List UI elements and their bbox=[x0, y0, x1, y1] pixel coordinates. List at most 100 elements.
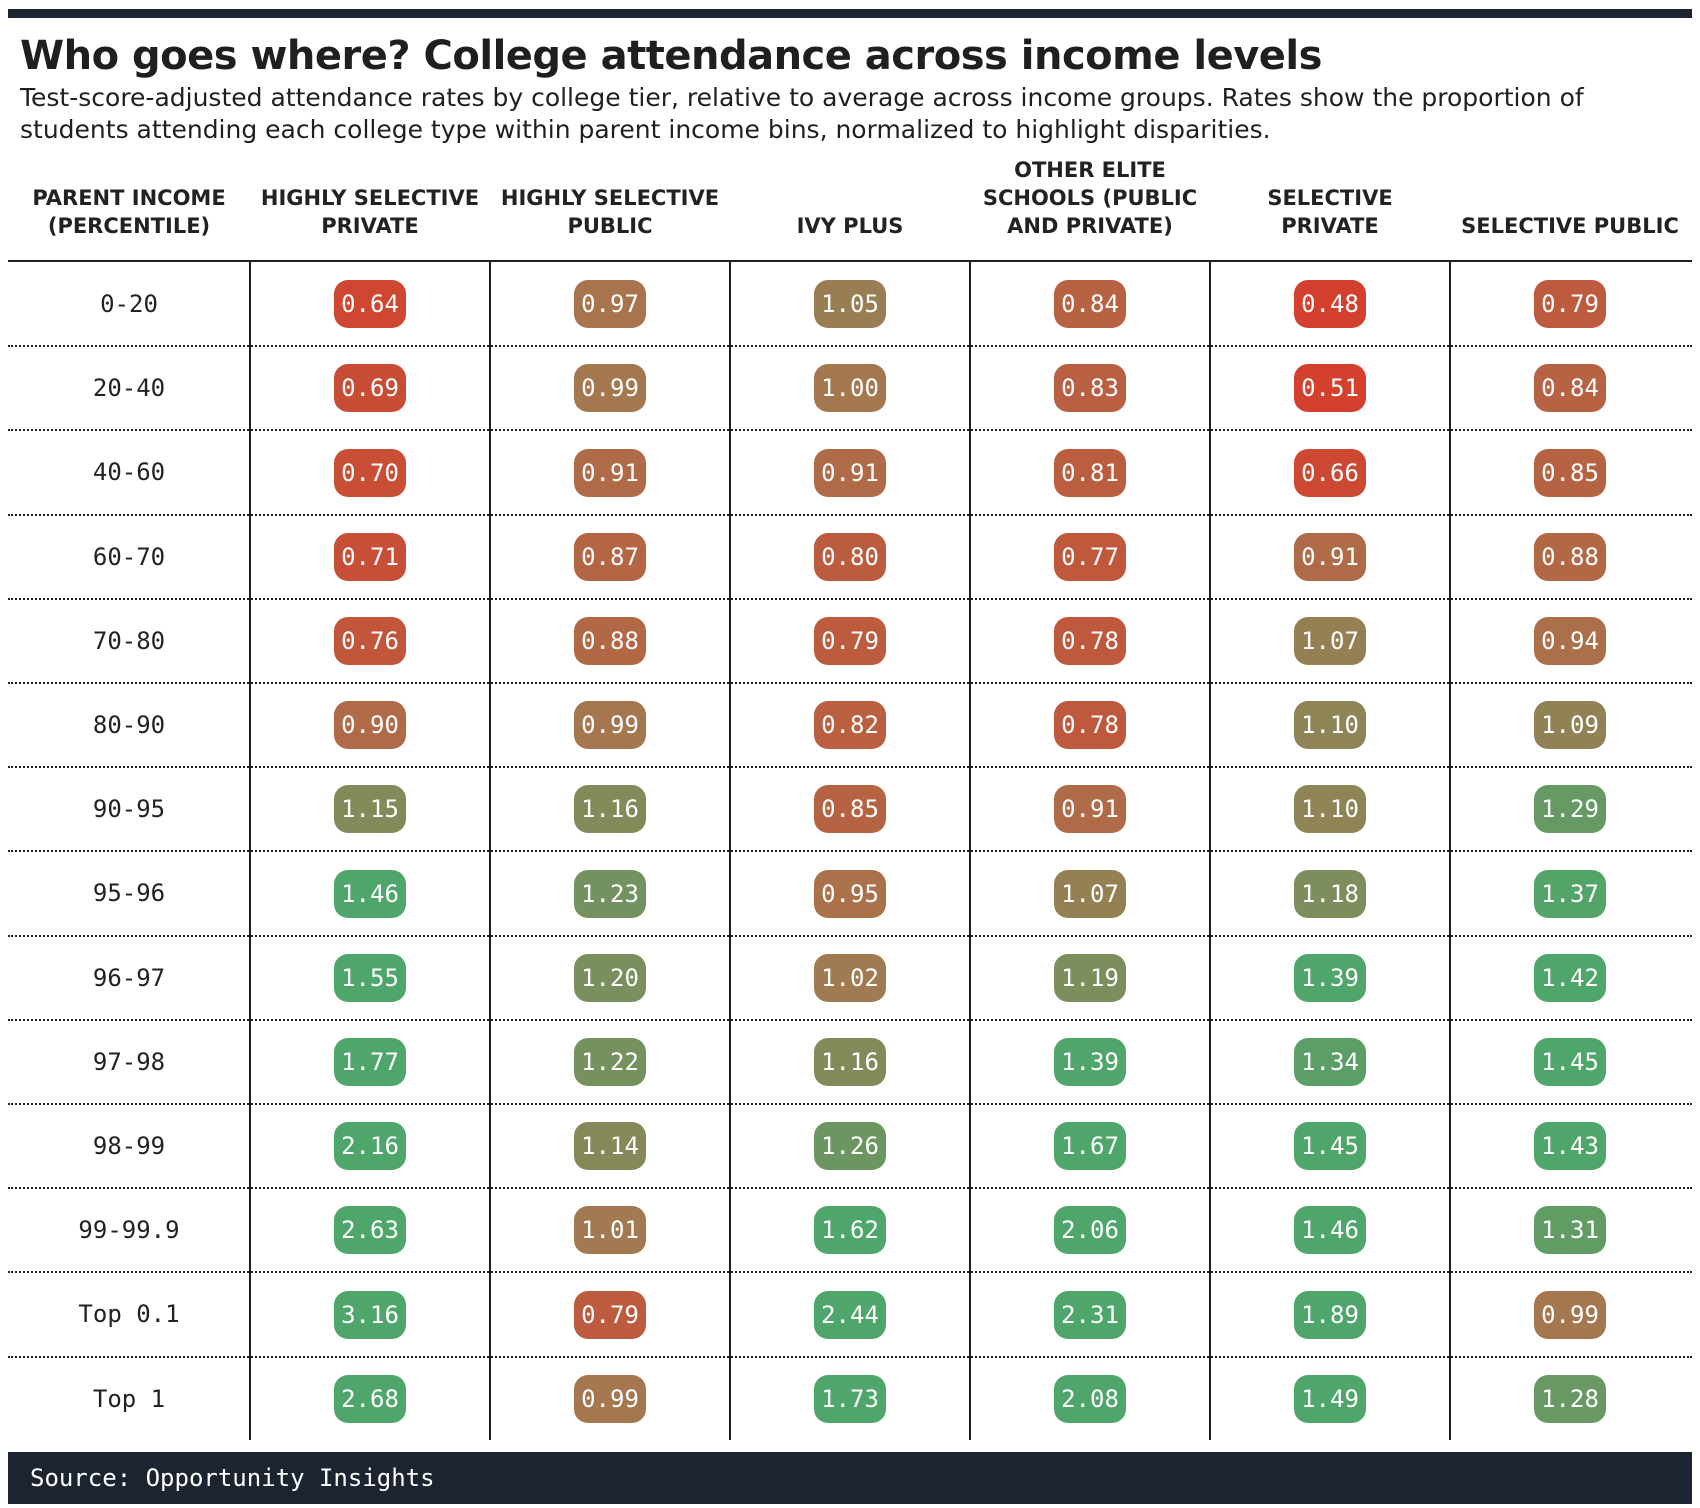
value-pill: 1.46 bbox=[334, 869, 406, 918]
income-label: 80-90 bbox=[92, 711, 166, 739]
row-divider bbox=[8, 429, 1692, 432]
value-pill: 1.01 bbox=[574, 1206, 646, 1255]
column-header-parent-income: PARENT INCOME (PERCENTILE) bbox=[32, 186, 226, 238]
value-pill: 1.55 bbox=[334, 953, 406, 1002]
value-pill: 0.85 bbox=[1534, 448, 1606, 497]
value-pill: 0.88 bbox=[1534, 532, 1606, 581]
income-label: 97-98 bbox=[92, 1047, 166, 1076]
value-pill: 1.62 bbox=[814, 1206, 886, 1255]
value-pill: 1.73 bbox=[814, 1374, 886, 1423]
value-pill: 0.81 bbox=[1054, 448, 1126, 497]
value-pill: 0.87 bbox=[574, 532, 646, 581]
income-label: 0-20 bbox=[100, 290, 158, 318]
chart-subtitle: Test-score-adjusted attendance rates by … bbox=[20, 83, 1584, 144]
value-pill: 2.08 bbox=[1054, 1374, 1126, 1423]
source-footer: Source: Opportunity Insights bbox=[8, 1452, 1692, 1504]
value-pill: 0.95 bbox=[814, 869, 886, 918]
row-divider bbox=[8, 934, 1692, 937]
value-pill: 0.48 bbox=[1294, 280, 1366, 329]
value-pill: 1.49 bbox=[1294, 1374, 1366, 1423]
value-pill: 0.84 bbox=[1054, 280, 1126, 329]
value-pill: 1.43 bbox=[1534, 1122, 1606, 1171]
value-pill: 1.10 bbox=[1294, 785, 1366, 834]
income-label: 70-80 bbox=[92, 626, 166, 655]
value-pill: 0.78 bbox=[1054, 616, 1126, 665]
value-pill: 0.66 bbox=[1294, 448, 1366, 497]
value-pill: 0.76 bbox=[334, 616, 406, 665]
value-pill: 0.79 bbox=[574, 1290, 646, 1339]
column-header-selective-private: SELECTIVE PRIVATE bbox=[1267, 186, 1393, 238]
value-pill: 1.07 bbox=[1294, 616, 1366, 665]
value-pill: 1.77 bbox=[334, 1037, 406, 1086]
value-pill: 2.44 bbox=[814, 1290, 886, 1339]
value-pill: 1.89 bbox=[1294, 1290, 1366, 1339]
row-divider bbox=[8, 1103, 1692, 1105]
value-pill: 0.91 bbox=[1054, 785, 1126, 834]
value-pill: 0.91 bbox=[574, 448, 646, 497]
value-pill: 0.79 bbox=[814, 616, 886, 665]
value-pill: 0.99 bbox=[574, 364, 646, 413]
column-header-selective-public: SELECTIVE PUBLIC bbox=[1461, 214, 1679, 238]
value-pill: 1.07 bbox=[1054, 869, 1126, 918]
value-pill: 2.68 bbox=[334, 1374, 406, 1423]
value-pill: 0.71 bbox=[334, 532, 406, 581]
value-pill: 0.51 bbox=[1294, 364, 1366, 413]
income-label: Top 1 bbox=[92, 1384, 166, 1413]
value-pill: 0.82 bbox=[814, 701, 886, 750]
income-label: 90-95 bbox=[92, 795, 166, 824]
value-pill: 0.77 bbox=[1054, 532, 1126, 581]
column-header-ivy-plus: IVY PLUS bbox=[796, 214, 904, 238]
row-divider bbox=[8, 766, 1692, 769]
value-pill: 1.37 bbox=[1534, 869, 1606, 918]
value-pill: 3.16 bbox=[334, 1290, 406, 1339]
value-pill: 0.85 bbox=[814, 785, 886, 834]
value-pill: 1.34 bbox=[1294, 1037, 1366, 1086]
income-label: 98-99 bbox=[92, 1132, 166, 1160]
value-pill: 1.19 bbox=[1054, 953, 1126, 1002]
value-pill: 2.31 bbox=[1054, 1290, 1126, 1339]
value-pill: 0.70 bbox=[334, 448, 406, 497]
income-label: 60-70 bbox=[92, 542, 166, 571]
row-divider bbox=[8, 513, 1692, 516]
value-pill: 1.16 bbox=[574, 785, 646, 834]
value-pill: 1.67 bbox=[1054, 1122, 1126, 1171]
value-pill: 1.28 bbox=[1534, 1374, 1606, 1423]
value-pill: 0.91 bbox=[1294, 532, 1366, 581]
column-header-highly-selective-public: HIGHLY SELECTIVE PUBLIC bbox=[500, 186, 720, 238]
value-pill: 0.69 bbox=[334, 364, 406, 413]
column-header-other-elite-schools-public-and-private: OTHER ELITE SCHOOLS (PUBLIC AND PRIVATE) bbox=[982, 158, 1198, 238]
value-pill: 1.22 bbox=[574, 1037, 646, 1086]
value-pill: 1.42 bbox=[1534, 953, 1606, 1002]
income-label: 99-99.9 bbox=[78, 1216, 180, 1245]
chart-title: Who goes where? College attendance acros… bbox=[20, 33, 1322, 79]
value-pill: 1.16 bbox=[814, 1037, 886, 1086]
value-pill: 0.99 bbox=[1534, 1290, 1606, 1339]
row-divider bbox=[8, 1271, 1692, 1274]
income-label: 40-60 bbox=[92, 458, 166, 487]
header-rule bbox=[8, 260, 1692, 262]
value-pill: 2.06 bbox=[1054, 1206, 1126, 1255]
income-label: 96-97 bbox=[92, 963, 166, 992]
value-pill: 1.02 bbox=[814, 953, 886, 1002]
value-pill: 1.18 bbox=[1294, 869, 1366, 918]
value-pill: 0.64 bbox=[334, 280, 406, 329]
value-pill: 0.80 bbox=[814, 532, 886, 581]
value-pill: 1.23 bbox=[574, 869, 646, 918]
value-pill: 1.14 bbox=[574, 1122, 646, 1171]
value-pill: 0.78 bbox=[1054, 701, 1126, 750]
row-divider bbox=[8, 1355, 1692, 1358]
value-pill: 1.45 bbox=[1534, 1037, 1606, 1086]
value-pill: 1.15 bbox=[334, 785, 406, 834]
value-pill: 1.00 bbox=[814, 364, 886, 413]
value-pill: 1.39 bbox=[1294, 953, 1366, 1002]
value-pill: 0.94 bbox=[1534, 616, 1606, 665]
source-label: Source: Opportunity Insights bbox=[30, 1464, 435, 1492]
income-label: Top 0.1 bbox=[78, 1300, 180, 1329]
value-pill: 1.46 bbox=[1294, 1206, 1366, 1255]
top-accent-bar bbox=[8, 9, 1692, 18]
value-pill: 0.91 bbox=[814, 448, 886, 497]
row-divider bbox=[8, 1018, 1692, 1021]
value-pill: 0.90 bbox=[334, 701, 406, 750]
value-pill: 0.84 bbox=[1534, 364, 1606, 413]
value-pill: 0.79 bbox=[1534, 280, 1606, 329]
